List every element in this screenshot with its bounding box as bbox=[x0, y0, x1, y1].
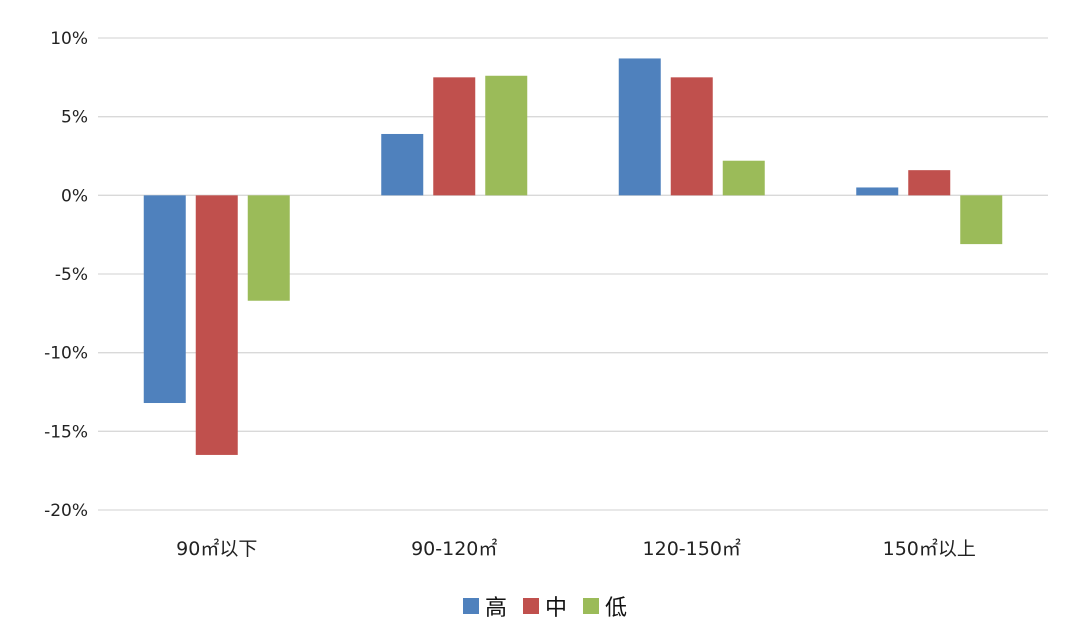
bar-3-0 bbox=[856, 187, 899, 196]
y-tick-label: 10% bbox=[50, 29, 88, 49]
x-tick-label: 90㎡以下 bbox=[176, 537, 257, 560]
bar-2-0 bbox=[618, 58, 661, 196]
bar-0-0 bbox=[143, 195, 186, 404]
bar-1-1 bbox=[433, 77, 476, 196]
legend: 高 中 低 bbox=[0, 590, 1080, 622]
y-tick-label: -20% bbox=[44, 501, 88, 521]
bar-0-1 bbox=[195, 195, 238, 455]
bar-1-0 bbox=[381, 133, 424, 196]
y-tick-label: 5% bbox=[61, 108, 88, 128]
legend-label-0: 高 bbox=[484, 596, 507, 621]
legend-swatch-1 bbox=[522, 598, 539, 614]
bar-2-2 bbox=[722, 160, 765, 196]
legend-swatch-2 bbox=[583, 598, 599, 614]
bar-chart: 10% 5% 0% -5% -10% -15% -20% 90㎡以下 90-120㎡ 120-15… bbox=[44, 29, 1048, 560]
y-tick-label: -5% bbox=[55, 265, 88, 285]
bar-2-1 bbox=[670, 77, 713, 196]
legend-swatch-0 bbox=[462, 598, 479, 614]
x-tick-label: 90-120㎡ bbox=[411, 537, 497, 560]
x-tick-label: 150㎡以上 bbox=[883, 537, 976, 560]
x-tick-label: 120-150㎡ bbox=[643, 537, 741, 560]
legend-label-1: 中 bbox=[544, 596, 567, 621]
bar-0-2 bbox=[247, 195, 290, 301]
y-tick-label: -10% bbox=[44, 344, 88, 364]
y-tick-label: 0% bbox=[61, 186, 88, 206]
bar-1-2 bbox=[485, 75, 528, 196]
legend-label-2: 低 bbox=[605, 596, 628, 621]
bar-3-2 bbox=[960, 195, 1003, 245]
bar-3-1 bbox=[908, 170, 951, 196]
y-tick-label: -15% bbox=[44, 422, 88, 442]
